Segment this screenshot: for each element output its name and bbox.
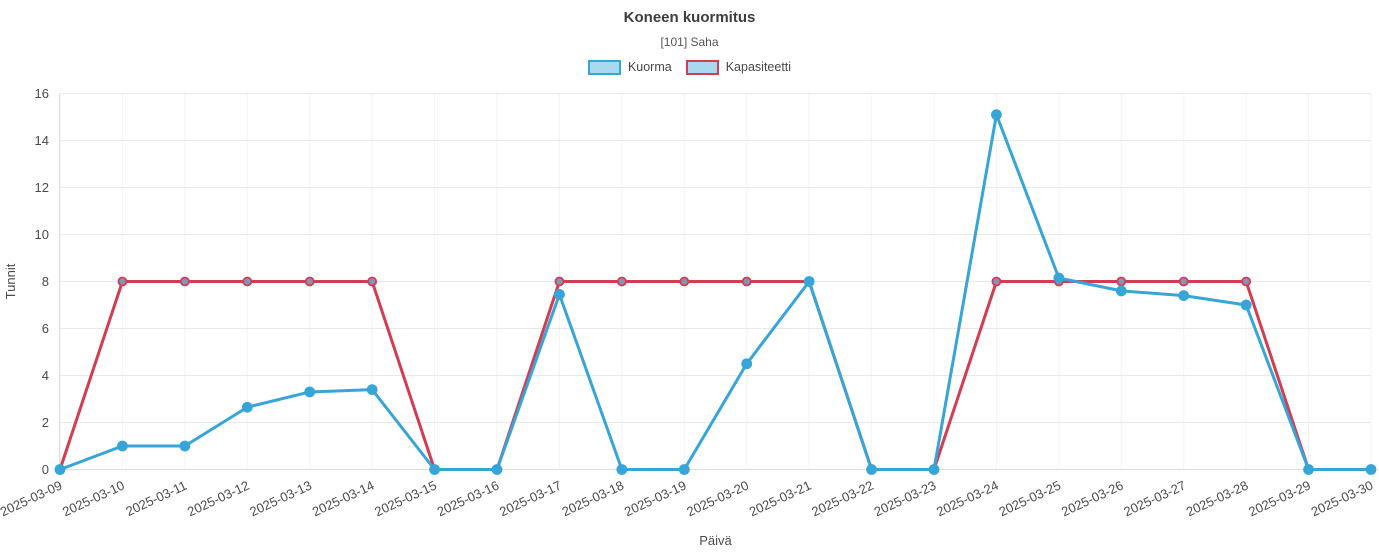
data-point-kapasiteetti[interactable] (367, 276, 378, 287)
legend-label-kapasiteetti: Kapasiteetti (725, 60, 792, 75)
series-line-kuorma (58, 113, 1373, 471)
x-tick-label: 2025-03-14 (310, 478, 377, 520)
data-point-kapasiteetti[interactable] (679, 276, 690, 287)
x-tick-label: 2025-03-21 (747, 478, 814, 520)
data-point-kuorma[interactable] (1240, 299, 1252, 311)
chart-subtitle: [101] Saha (660, 35, 719, 49)
data-point-kapasiteetti[interactable] (242, 276, 253, 287)
x-tick-label: 2025-03-29 (1246, 478, 1313, 520)
data-point-kuorma[interactable] (366, 384, 378, 396)
data-point-kuorma[interactable] (1178, 290, 1190, 302)
data-point-kuorma[interactable] (1303, 464, 1314, 475)
x-tick-label: 2025-03-09 (0, 478, 64, 520)
series-line-kapasiteetti (58, 280, 1373, 471)
y-tick-label: 12 (35, 180, 49, 195)
data-point-kapasiteetti[interactable] (554, 276, 565, 287)
x-tick-label: 2025-03-30 (1309, 478, 1376, 520)
x-axis-title: Päivä (699, 533, 732, 548)
legend-item-kapasiteetti[interactable]: Kapasiteetti (685, 59, 792, 75)
x-tick-label: 2025-03-13 (247, 478, 314, 520)
y-tick-label: 0 (42, 462, 49, 477)
data-point-kuorma[interactable] (1365, 464, 1377, 475)
chart-title: Koneen kuormitus (623, 9, 756, 26)
x-tick-label: 2025-03-15 (372, 478, 439, 520)
chart-legend: Kuorma Kapasiteetti (587, 59, 792, 75)
y-axis-title: Tunnit (3, 263, 18, 299)
x-tick-label: 2025-03-27 (1121, 478, 1188, 520)
data-point-kuorma[interactable] (1053, 272, 1065, 284)
data-point-kuorma[interactable] (429, 464, 440, 475)
data-point-kuorma[interactable] (241, 401, 253, 413)
data-point-kapasiteetti[interactable] (741, 276, 752, 287)
data-point-kuorma[interactable] (991, 109, 1002, 121)
y-tick-label: 6 (42, 321, 49, 336)
data-point-kuorma[interactable] (1115, 285, 1127, 297)
y-tick-label: 14 (35, 133, 49, 148)
chart-header: Koneen kuormitus [101] Saha Kuorma Kapas… (0, 7, 1379, 75)
data-point-kapasiteetti[interactable] (1116, 276, 1127, 287)
kapasiteetti-swatch-icon (685, 59, 719, 75)
data-point-kuorma[interactable] (179, 440, 191, 452)
y-tick-label: 2 (42, 415, 49, 430)
x-tick-label: 2025-03-26 (1059, 478, 1126, 520)
x-tick-label: 2025-03-24 (934, 478, 1001, 520)
x-tick-label: 2025-03-18 (560, 478, 627, 520)
x-tick-label: 2025-03-22 (809, 478, 876, 520)
data-point-kuorma[interactable] (491, 464, 503, 475)
y-tick-label: 8 (42, 274, 49, 289)
data-point-kapasiteetti[interactable] (117, 276, 128, 287)
data-point-kapasiteetti[interactable] (304, 276, 315, 287)
data-point-kuorma[interactable] (304, 386, 316, 398)
x-tick-label: 2025-03-11 (123, 478, 189, 519)
x-tick-label: 2025-03-10 (60, 478, 127, 520)
data-point-kuorma[interactable] (928, 464, 940, 475)
data-point-kapasiteetti[interactable] (179, 276, 190, 287)
kuorma-swatch-icon (587, 59, 621, 75)
x-tick-label: 2025-03-20 (684, 478, 751, 520)
x-tick-label: 2025-03-17 (497, 478, 564, 520)
x-tick-label: 2025-03-28 (1184, 478, 1251, 520)
data-point-kuorma[interactable] (616, 464, 628, 475)
data-point-kuorma[interactable] (741, 358, 753, 370)
data-point-kuorma[interactable] (117, 440, 128, 452)
data-point-kapasiteetti[interactable] (1241, 276, 1252, 287)
x-tick-label: 2025-03-19 (622, 478, 689, 520)
x-tick-label: 2025-03-16 (435, 478, 502, 520)
legend-item-kuorma[interactable]: Kuorma (587, 59, 672, 75)
x-tick-label: 2025-03-25 (997, 478, 1064, 520)
y-tick-label: 4 (42, 368, 49, 383)
data-point-kuorma[interactable] (803, 276, 815, 287)
y-tick-label: 10 (35, 227, 49, 242)
data-point-kapasiteetti[interactable] (1178, 276, 1189, 287)
x-tick-label: 2025-03-12 (185, 478, 252, 520)
data-point-kapasiteetti[interactable] (616, 276, 627, 287)
legend-label-kuorma: Kuorma (627, 60, 672, 75)
data-point-kuorma[interactable] (54, 464, 66, 475)
data-point-kuorma[interactable] (678, 464, 690, 475)
x-tick-label: 2025-03-23 (872, 478, 939, 520)
y-tick-label: 16 (35, 86, 49, 101)
data-point-kuorma[interactable] (554, 289, 565, 300)
data-point-kuorma[interactable] (866, 464, 877, 475)
data-point-kapasiteetti[interactable] (991, 276, 1002, 287)
